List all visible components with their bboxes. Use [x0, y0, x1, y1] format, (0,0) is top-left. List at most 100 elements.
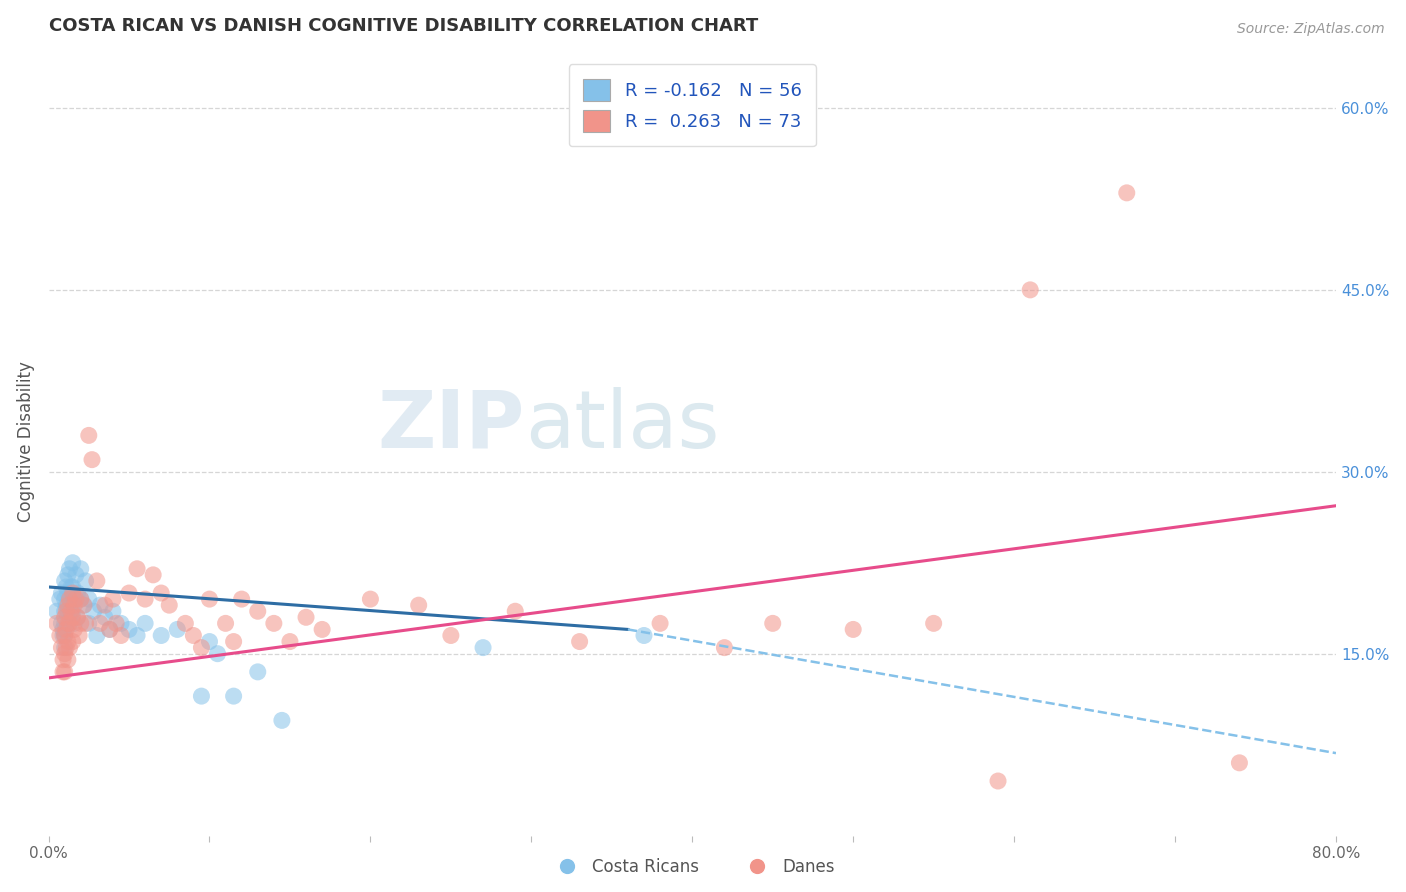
Point	[52, 623, 75, 637]
Point	[53, 616, 76, 631]
Point	[110, 628, 132, 642]
Point	[987, 774, 1010, 789]
Point	[472, 640, 495, 655]
Point	[69, 562, 91, 576]
Point	[58, 592, 80, 607]
Point	[922, 616, 945, 631]
Point	[80, 452, 103, 467]
Point	[56, 634, 79, 648]
Point	[63, 623, 86, 637]
Point	[56, 616, 79, 631]
Point	[66, 610, 89, 624]
Point	[52, 665, 75, 679]
Point	[55, 604, 77, 618]
Point	[101, 604, 124, 618]
Point	[56, 653, 79, 667]
Point	[118, 586, 141, 600]
Point	[55, 598, 77, 612]
Point	[69, 592, 91, 607]
Point	[53, 574, 76, 588]
Point	[53, 665, 76, 679]
Point	[246, 665, 269, 679]
Point	[98, 623, 121, 637]
Point	[62, 604, 84, 618]
Point	[98, 623, 121, 637]
Point	[52, 653, 75, 667]
Point	[56, 598, 79, 612]
Point	[62, 556, 84, 570]
Text: ZIP: ZIP	[378, 387, 524, 465]
Point	[762, 616, 785, 631]
Point	[53, 640, 76, 655]
Point	[66, 586, 89, 600]
Point	[75, 616, 97, 631]
Point	[49, 592, 72, 607]
Point	[842, 623, 865, 637]
Point	[94, 598, 117, 612]
Point	[51, 616, 73, 631]
Point	[53, 628, 76, 642]
Point	[142, 567, 165, 582]
Point	[58, 562, 80, 576]
Point	[150, 628, 173, 642]
Point	[58, 616, 80, 631]
Point	[101, 592, 124, 607]
Point	[86, 628, 108, 642]
Point	[56, 567, 79, 582]
Point	[311, 623, 333, 637]
Point	[105, 616, 128, 631]
Point	[633, 628, 655, 642]
Point	[83, 604, 105, 618]
Point	[53, 647, 76, 661]
Point	[58, 616, 80, 631]
Point	[86, 574, 108, 588]
Point	[231, 592, 253, 607]
Point	[134, 616, 156, 631]
Point	[60, 604, 83, 618]
Point	[75, 574, 97, 588]
Point	[1115, 186, 1137, 200]
Point	[166, 623, 188, 637]
Point	[55, 580, 77, 594]
Text: COSTA RICAN VS DANISH COGNITIVE DISABILITY CORRELATION CHART: COSTA RICAN VS DANISH COGNITIVE DISABILI…	[49, 17, 758, 35]
Point	[183, 628, 205, 642]
Point	[63, 598, 86, 612]
Point	[222, 689, 245, 703]
Point	[56, 586, 79, 600]
Point	[713, 640, 735, 655]
Point	[60, 580, 83, 594]
Point	[222, 634, 245, 648]
Point	[190, 640, 212, 655]
Point	[408, 598, 430, 612]
Point	[77, 428, 100, 442]
Point	[77, 616, 100, 631]
Point	[174, 616, 197, 631]
Point	[53, 610, 76, 624]
Point	[190, 689, 212, 703]
Point	[125, 562, 148, 576]
Point	[263, 616, 285, 631]
Point	[65, 567, 87, 582]
Point	[67, 628, 90, 642]
Point	[60, 604, 83, 618]
Point	[45, 616, 67, 631]
Point	[53, 604, 76, 618]
Point	[278, 634, 301, 648]
Point	[55, 640, 77, 655]
Legend: Costa Ricans, Danes: Costa Ricans, Danes	[543, 851, 841, 882]
Point	[94, 610, 117, 624]
Point	[49, 628, 72, 642]
Point	[66, 610, 89, 624]
Point	[63, 616, 86, 631]
Text: atlas: atlas	[524, 387, 720, 465]
Point	[157, 598, 180, 612]
Point	[118, 623, 141, 637]
Point	[150, 586, 173, 600]
Point	[89, 598, 111, 612]
Point	[207, 647, 229, 661]
Point	[125, 628, 148, 642]
Point	[69, 616, 91, 631]
Point	[440, 628, 463, 642]
Point	[62, 580, 84, 594]
Point	[73, 598, 96, 612]
